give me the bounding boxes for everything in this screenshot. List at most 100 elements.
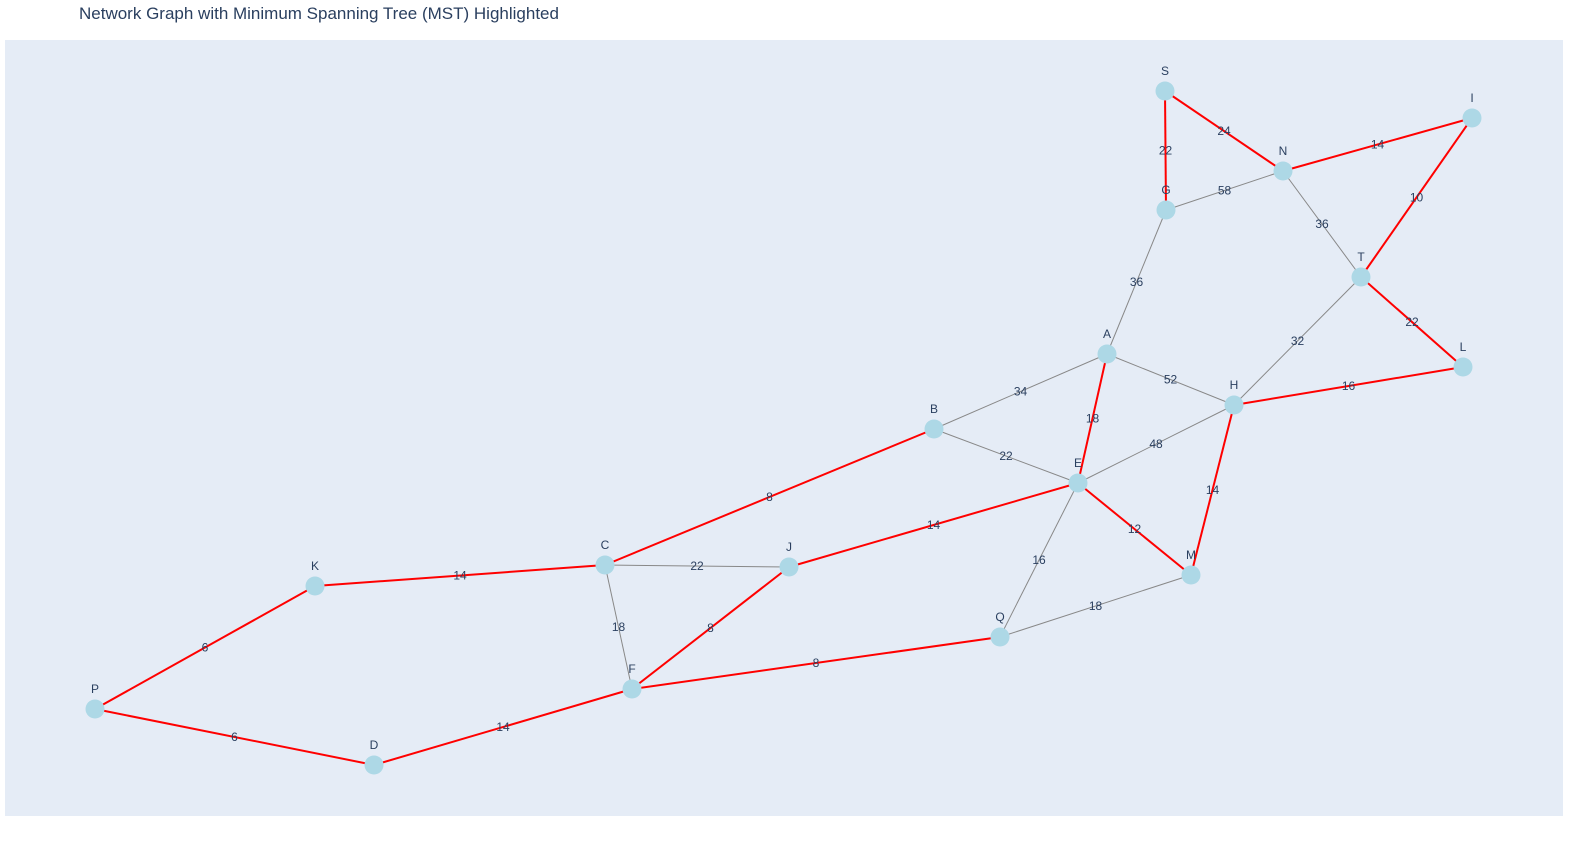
edge-P-D-mst: [94, 708, 375, 766]
node-F[interactable]: [622, 679, 642, 699]
node-label-M: M: [1186, 548, 1196, 562]
edge-weight-label-E-H: 48: [1149, 437, 1163, 451]
edge-weight-label-F-Q: 8: [813, 656, 820, 670]
edge-weight-label-N-T: 36: [1315, 217, 1329, 231]
node-label-C: C: [601, 538, 610, 552]
edge-weight-label-A-E: 18: [1086, 412, 1100, 426]
edge-E-Q: [999, 482, 1079, 638]
edge-A-H: [1106, 353, 1235, 406]
node-label-E: E: [1074, 456, 1082, 470]
edge-weight-label-N-I: 14: [1371, 138, 1385, 152]
edge-S-N-mst: [1164, 90, 1284, 172]
node-I[interactable]: [1462, 108, 1482, 128]
node-label-D: D: [370, 738, 379, 752]
node-T[interactable]: [1351, 267, 1371, 287]
plot-background: [5, 40, 1563, 816]
edge-weight-label-G-N: 58: [1218, 184, 1232, 198]
edge-C-J: [604, 564, 790, 568]
node-label-J: J: [786, 540, 792, 554]
edge-P-K-mst: [94, 585, 316, 710]
node-label-N: N: [1279, 144, 1288, 158]
edge-weight-label-A-B: 34: [1014, 385, 1028, 399]
node-A[interactable]: [1097, 344, 1117, 364]
edge-weight-label-A-H: 52: [1164, 373, 1178, 387]
node-label-I: I: [1470, 91, 1473, 105]
edge-G-N: [1165, 170, 1284, 211]
edge-H-L-mst: [1233, 366, 1464, 406]
node-label-P: P: [91, 682, 99, 696]
edge-weight-label-C-F: 18: [612, 620, 626, 634]
edge-B-E: [933, 428, 1079, 484]
edge-weight-label-J-E: 14: [927, 518, 941, 532]
edges-layer: [94, 90, 1473, 766]
node-G[interactable]: [1156, 200, 1176, 220]
edge-weight-label-T-H: 32: [1291, 334, 1305, 348]
edge-weight-label-K-C: 14: [453, 569, 467, 583]
edge-S-G-mst: [1164, 90, 1167, 211]
edge-labels-layer: 22 24 14 10 58 36 36 22 32 52 16 34 18 48 22 14 8 14 12 22 1…: [202, 124, 1424, 744]
edge-weight-label-E-M: 12: [1128, 522, 1142, 536]
edge-J-E-mst: [788, 482, 1079, 568]
node-M[interactable]: [1181, 565, 1201, 585]
node-C[interactable]: [595, 555, 615, 575]
edge-weight-label-C-J: 22: [690, 559, 704, 573]
node-E[interactable]: [1068, 473, 1088, 493]
node-label-Q: Q: [995, 610, 1004, 624]
edge-C-F: [604, 564, 633, 690]
edge-weight-label-S-N: 24: [1217, 124, 1231, 138]
edge-weight-label-B-E: 22: [999, 449, 1013, 463]
node-B[interactable]: [924, 419, 944, 439]
edge-K-C-mst: [314, 564, 606, 587]
edge-A-E-mst: [1077, 353, 1108, 484]
node-S[interactable]: [1155, 81, 1175, 101]
node-label-A: A: [1103, 327, 1111, 341]
edge-A-B: [933, 353, 1108, 430]
node-label-G: G: [1161, 183, 1170, 197]
edge-weight-label-Q-M: 18: [1089, 599, 1103, 613]
edge-J-F-mst: [631, 566, 790, 690]
edge-weight-label-E-Q: 16: [1032, 553, 1046, 567]
edge-weight-label-D-F: 14: [496, 720, 510, 734]
edge-weight-label-S-G: 22: [1159, 144, 1173, 158]
node-Q[interactable]: [990, 627, 1010, 647]
node-H[interactable]: [1224, 395, 1244, 415]
node-K[interactable]: [305, 576, 325, 596]
node-D[interactable]: [364, 755, 384, 775]
edge-D-F-mst: [373, 688, 633, 766]
node-label-L: L: [1460, 340, 1467, 354]
edge-E-H: [1077, 404, 1235, 484]
edge-Q-M: [999, 574, 1192, 638]
edge-weight-label-H-L: 16: [1342, 379, 1356, 393]
node-N[interactable]: [1273, 161, 1293, 181]
node-label-H: H: [1230, 378, 1239, 392]
edge-weight-label-G-A: 36: [1130, 275, 1144, 289]
edge-weight-label-I-T: 10: [1410, 191, 1424, 205]
edge-weight-label-J-F: 8: [707, 621, 714, 635]
node-L[interactable]: [1453, 357, 1473, 377]
edge-weight-label-P-K: 6: [202, 641, 209, 655]
node-label-K: K: [311, 559, 319, 573]
edge-weight-label-P-D: 6: [231, 730, 238, 744]
edge-G-A: [1106, 209, 1167, 355]
edge-N-T: [1282, 170, 1362, 278]
edge-weight-label-B-C: 8: [766, 490, 773, 504]
nodes-layer: S I N G T A L H B E C J K M Q F P D: [85, 64, 1482, 775]
chart-title: Network Graph with Minimum Spanning Tree…: [79, 4, 559, 23]
edge-T-H: [1233, 276, 1362, 406]
edge-H-M-mst: [1190, 404, 1235, 576]
node-P[interactable]: [85, 699, 105, 719]
node-label-F: F: [628, 662, 635, 676]
edge-T-L-mst: [1360, 276, 1464, 368]
edge-E-M-mst: [1077, 482, 1192, 576]
edge-N-I-mst: [1282, 117, 1473, 172]
edge-weight-label-H-M: 14: [1206, 483, 1220, 497]
node-label-T: T: [1357, 250, 1365, 264]
node-label-S: S: [1161, 64, 1169, 78]
node-J[interactable]: [779, 557, 799, 577]
edge-F-Q-mst: [631, 636, 1001, 690]
edge-B-C-mst: [604, 428, 935, 566]
edge-weight-label-T-L: 22: [1405, 315, 1419, 329]
node-label-B: B: [930, 402, 938, 416]
edge-I-T-mst: [1360, 117, 1473, 278]
